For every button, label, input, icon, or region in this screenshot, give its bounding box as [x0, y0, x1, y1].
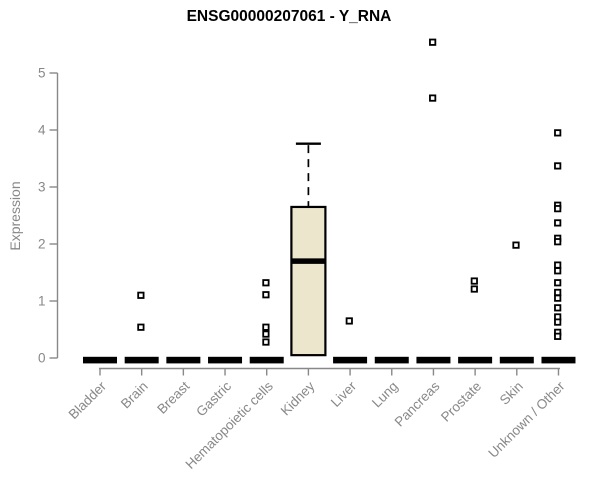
y-tick-label-2: 2: [38, 237, 46, 252]
x-tick-label-kidney: Kidney: [278, 378, 318, 418]
box-breast: [166, 356, 201, 364]
outlier-point-hematopoietic-cells: [262, 330, 270, 338]
box-brain: [124, 356, 159, 364]
x-tick-label-brain: Brain: [118, 379, 151, 412]
x-tick-label-gastric: Gastric: [193, 378, 234, 419]
outlier-point-unknown-other: [554, 238, 562, 246]
x-tick-label-unknown-other: Unknown / Other: [485, 378, 568, 461]
outlier-point-unknown-other: [554, 304, 562, 312]
chart-title: ENSG00000207061 - Y_RNA: [186, 8, 392, 25]
outlier-point-unknown-other: [554, 162, 562, 170]
box-pancreas: [416, 356, 451, 364]
outlier-point-pancreas: [429, 94, 437, 102]
box-bladder: [83, 356, 117, 364]
x-tick-label-breast: Breast: [154, 378, 192, 416]
outlier-point-prostate: [470, 277, 478, 285]
y-tick-label-1: 1: [38, 294, 46, 309]
box-liver: [333, 356, 368, 364]
outlier-point-unknown-other: [554, 279, 562, 287]
x-tick-label-skin: Skin: [497, 379, 526, 408]
box-kidney: [290, 205, 327, 357]
outlier-point-unknown-other: [554, 332, 562, 340]
box-gastric: [208, 356, 243, 364]
box-hematopoietic-cells: [249, 356, 284, 364]
outlier-point-unknown-other: [554, 318, 562, 326]
outlier-point-hematopoietic-cells: [262, 338, 270, 346]
x-tick-label-pancreas: Pancreas: [392, 378, 443, 429]
box-unknown-other: [541, 356, 576, 364]
outlier-point-brain: [137, 291, 145, 299]
outlier-point-liver: [345, 317, 353, 325]
outlier-point-brain: [137, 323, 145, 331]
y-tick-label-4: 4: [38, 123, 46, 138]
y-tick-label-3: 3: [38, 180, 46, 195]
outlier-point-unknown-other: [554, 261, 562, 269]
outlier-point-unknown-other: [554, 288, 562, 297]
box-prostate: [458, 356, 493, 364]
outlier-point-prostate: [470, 285, 478, 293]
outlier-point-hematopoietic-cells: [262, 323, 270, 331]
y-tick-label-0: 0: [38, 351, 46, 366]
x-tick-label-bladder: Bladder: [66, 378, 110, 422]
x-tick-label-liver: Liver: [328, 378, 360, 410]
outlier-point-hematopoietic-cells: [262, 291, 270, 299]
outlier-point-hematopoietic-cells: [262, 279, 270, 287]
box-skin: [499, 356, 534, 364]
outlier-point-pancreas: [429, 38, 437, 46]
outlier-point-unknown-other: [554, 219, 562, 227]
x-tick-label-prostate: Prostate: [438, 379, 484, 425]
y-tick-label-5: 5: [38, 66, 46, 81]
outlier-point-unknown-other: [554, 267, 562, 275]
box-lung: [374, 356, 409, 364]
outlier-point-unknown-other: [554, 205, 562, 213]
outlier-point-unknown-other: [554, 129, 562, 137]
outlier-point-unknown-other: [554, 294, 562, 302]
outlier-point-skin: [512, 241, 520, 249]
x-tick-label-lung: Lung: [369, 379, 401, 411]
